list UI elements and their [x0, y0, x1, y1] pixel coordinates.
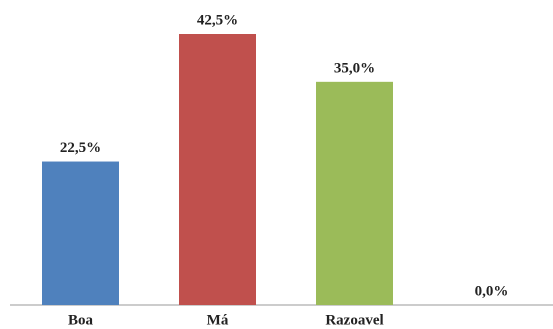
x-tick-label: Razoavel: [325, 312, 383, 328]
value-label: 35,0%: [334, 60, 375, 76]
x-tick-label: Boa: [68, 312, 94, 328]
bar: [316, 81, 393, 305]
x-tick-label: Má: [207, 312, 229, 328]
value-label: 0,0%: [475, 283, 509, 299]
value-label: 42,5%: [197, 12, 238, 28]
value-label: 22,5%: [60, 140, 101, 156]
bar: [179, 34, 256, 305]
bar: [42, 161, 119, 305]
